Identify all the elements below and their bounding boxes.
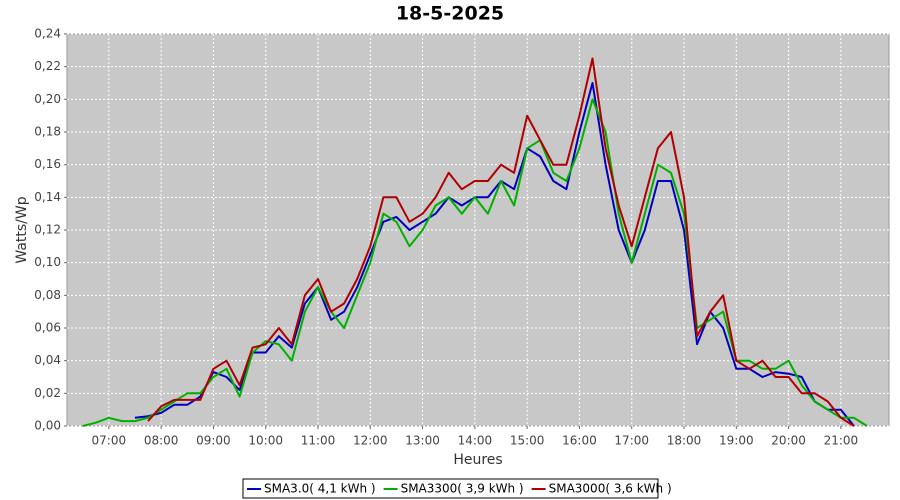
plot-area [66,33,890,427]
y-tick-label: 0,22 [34,59,61,73]
x-tick-label: 08:00 [144,434,179,448]
x-tick-label: 09:00 [196,434,231,448]
x-tick-label: 10:00 [248,434,283,448]
y-tick-label: 0,20 [34,92,61,106]
y-axis-label: Watts/Wp [14,196,30,263]
y-tick-label: 0,06 [34,321,61,335]
chart-title: 18-5-2025 [396,3,504,25]
x-tick-label: 17:00 [614,434,649,448]
y-tick-label: 0,02 [34,386,61,400]
legend [242,478,659,499]
x-tick-label: 13:00 [405,434,440,448]
y-tick-label: 0,18 [34,125,61,139]
series-line [147,57,855,427]
y-tick-label: 0,10 [34,255,61,269]
y-tick-label: 0,12 [34,223,61,237]
x-tick-label: 16:00 [562,434,597,448]
y-tick-label: 0,24 [34,27,61,41]
y-tick-label: 0,08 [34,288,61,302]
y-tick-label: 0,16 [34,157,61,171]
x-axis-label: Heures [453,452,502,468]
x-tick-label: 07:00 [92,434,127,448]
legend-label: SMA3000( 3,6 kWh ) [549,482,672,496]
x-tick-label: 15:00 [510,434,545,448]
x-tick-label: 21:00 [824,434,859,448]
x-tick-label: 19:00 [719,434,754,448]
y-tick-label: 0,00 [34,419,61,433]
x-tick-label: 20:00 [771,434,806,448]
x-tick-label: 11:00 [301,434,336,448]
y-tick-label: 0,14 [34,190,61,204]
series-line [134,82,855,427]
legend-label: SMA3.0( 4,1 kWh ) [264,482,376,496]
x-tick-label: 12:00 [353,434,388,448]
y-tick-label: 0,04 [34,353,61,367]
x-tick-label: 18:00 [667,434,702,448]
legend-label: SMA3300( 3,9 kWh ) [401,482,524,496]
x-tick-label: 14:00 [458,434,493,448]
